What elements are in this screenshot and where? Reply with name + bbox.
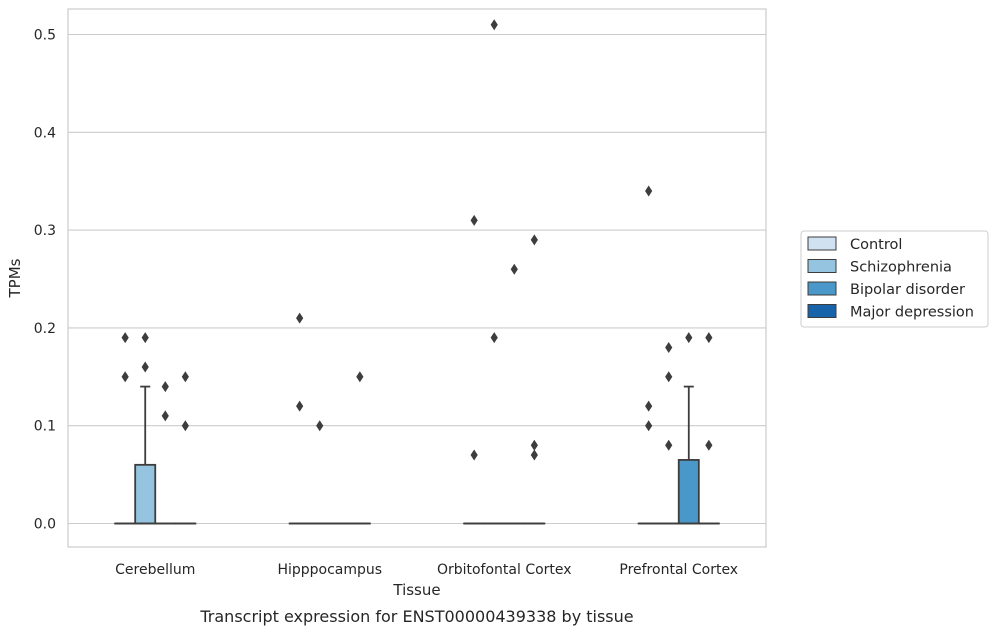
outlier-point bbox=[121, 332, 129, 344]
outlier-point bbox=[665, 439, 673, 451]
outlier-point bbox=[316, 420, 324, 432]
outlier-point bbox=[141, 361, 149, 373]
chart-caption: Transcript expression for ENST0000043933… bbox=[199, 607, 633, 626]
boxes bbox=[114, 385, 720, 525]
plot-area-frame bbox=[67, 8, 767, 548]
outlier-point bbox=[665, 341, 673, 353]
outlier-point bbox=[356, 371, 364, 383]
outlier-point bbox=[296, 400, 304, 412]
x-tick-label: Hipppocampus bbox=[277, 562, 382, 578]
y-tick-label: 0.0 bbox=[34, 517, 56, 533]
y-tick-label: 0.5 bbox=[34, 28, 56, 44]
outlier-point bbox=[645, 400, 653, 412]
box-bipolar-disorder bbox=[677, 459, 700, 525]
outlier-point bbox=[645, 185, 653, 197]
y-tick-label: 0.3 bbox=[34, 223, 56, 239]
outlier-point bbox=[470, 449, 478, 461]
y-tick-label: 0.2 bbox=[34, 321, 56, 337]
outlier-point bbox=[510, 263, 518, 275]
gridlines bbox=[68, 33, 766, 525]
legend-swatch bbox=[807, 281, 837, 296]
outlier-point bbox=[161, 381, 169, 393]
outlier-point bbox=[141, 332, 149, 344]
legend-swatch bbox=[807, 236, 837, 251]
legend-label: Bipolar disorder bbox=[850, 282, 965, 298]
outlier-point bbox=[665, 371, 673, 383]
outlier-point bbox=[530, 439, 538, 451]
outlier-point bbox=[490, 332, 498, 344]
outlier-point bbox=[181, 371, 189, 383]
legend-swatch bbox=[807, 259, 837, 273]
outlier-point bbox=[645, 420, 653, 432]
legend-label: Major depression bbox=[850, 305, 974, 321]
legend-frame bbox=[800, 230, 989, 328]
x-tick-label: Prefrontal Cortex bbox=[619, 562, 738, 578]
outlier-point bbox=[490, 19, 498, 31]
box-schizophrenia bbox=[134, 463, 157, 525]
outlier-point bbox=[705, 332, 713, 344]
y-axis-label: TPMs bbox=[6, 258, 24, 298]
outlier-point bbox=[296, 312, 304, 324]
x-tick-label: Orbitofontal Cortex bbox=[437, 562, 572, 578]
y-tick-labels: 0.0 0.1 0.2 0.3 0.4 0.5 bbox=[34, 28, 56, 533]
outlier-point bbox=[161, 410, 169, 422]
y-tick-label: 0.4 bbox=[34, 125, 56, 141]
outlier-point bbox=[470, 214, 478, 226]
outlier-point bbox=[685, 332, 693, 344]
x-tick-labels: Cerebellum Hipppocampus Orbitofontal Corte… bbox=[115, 562, 738, 578]
y-tick-label: 0.1 bbox=[34, 419, 56, 435]
outlier-point bbox=[705, 439, 713, 451]
legend: Control Schizophrenia Bipolar disorder Majo… bbox=[800, 230, 989, 328]
legend-label: Schizophrenia bbox=[850, 260, 952, 276]
x-tick-label: Cerebellum bbox=[115, 562, 195, 578]
outlier-point bbox=[181, 420, 189, 432]
x-axis-label: Tissue bbox=[392, 581, 440, 599]
outlier-point bbox=[530, 449, 538, 461]
outliers bbox=[121, 19, 713, 461]
legend-label: Control bbox=[850, 237, 902, 253]
outlier-point bbox=[530, 234, 538, 246]
outlier-point bbox=[121, 371, 129, 383]
legend-swatch bbox=[807, 304, 837, 318]
